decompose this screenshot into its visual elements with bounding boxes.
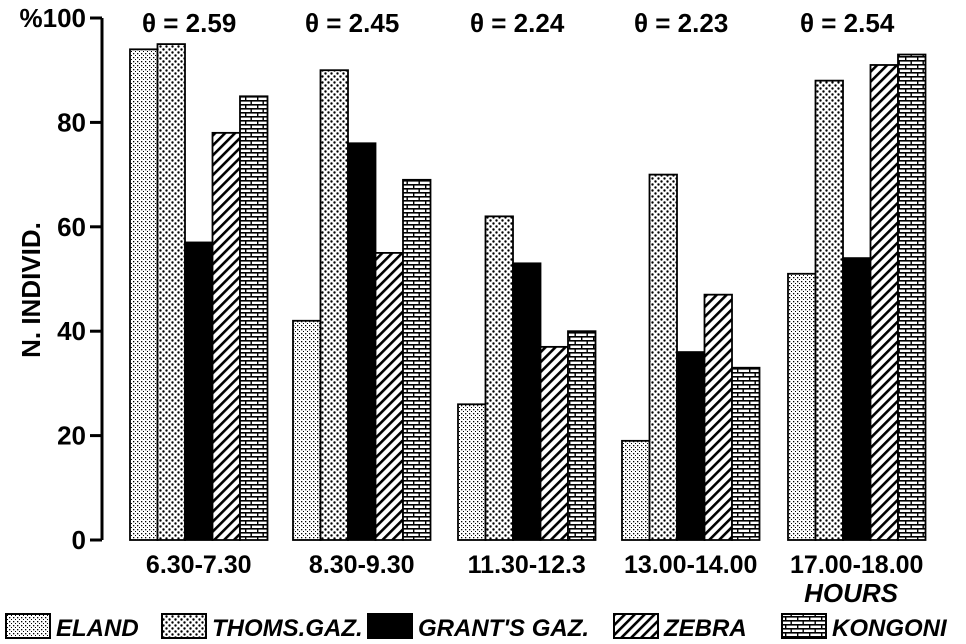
bar-grant-s-gaz--4 — [842, 257, 872, 541]
legend-label: ZEBRA — [663, 615, 747, 642]
y-axis-label: N. INDIVID. — [16, 222, 46, 358]
bar-grant-s-gaz--0 — [184, 241, 214, 541]
bar-zebra-1 — [374, 251, 404, 541]
bar-kongoni-2 — [567, 330, 597, 541]
bar-thoms-gaz--3 — [648, 173, 678, 541]
bar-kongoni-3 — [731, 366, 761, 541]
legend-label: THOMS.GAZ. — [212, 615, 363, 642]
legend-swatch — [161, 613, 207, 639]
legend: ELAND THOMS.GAZ. GRANT'S GAZ. ZEBRA KONGONI — [5, 613, 948, 642]
theta-annotation: θ = 2.24 — [470, 8, 565, 38]
bar-zebra-3 — [703, 293, 733, 541]
x-category-label: 6.30-7.30 — [146, 551, 252, 579]
bar-eland-2 — [457, 403, 487, 541]
legend-swatch — [613, 613, 659, 639]
bar-zebra-0 — [211, 131, 241, 541]
bar-kongoni-1 — [402, 178, 432, 541]
bar-eland-3 — [621, 439, 651, 541]
bar-zebra-2 — [539, 345, 569, 541]
theta-annotation: θ = 2.54 — [800, 8, 895, 38]
x-category-label: 11.30-12.3 — [468, 551, 586, 579]
theta-annotation: θ = 2.23 — [634, 8, 728, 38]
bar-grant-s-gaz--3 — [676, 351, 706, 541]
bar-eland-1 — [292, 319, 322, 541]
y-tick-label: %100 — [20, 3, 87, 33]
x-category-label: 8.30-9.30 — [309, 551, 415, 579]
axes — [90, 16, 104, 542]
theta-annotation: θ = 2.45 — [305, 8, 399, 38]
bar-grant-s-gaz--1 — [347, 142, 377, 541]
y-tick-label: 80 — [57, 107, 86, 137]
y-tick-label: 60 — [57, 212, 86, 242]
legend-swatch — [781, 613, 827, 639]
x-axis-label: HOURS — [804, 578, 899, 608]
y-tick-label: 0 — [72, 525, 86, 555]
bar-grant-s-gaz--2 — [512, 262, 542, 541]
bar-kongoni-4 — [897, 53, 927, 541]
y-tick-label: 40 — [57, 316, 86, 346]
legend-swatch — [367, 613, 413, 639]
labels: 0 20 40 60 80 %100 N. INDIVID. 6.30-7.30 θ = 2.5… — [16, 3, 923, 608]
bar-thoms-gaz--2 — [484, 215, 514, 541]
x-category-label: 17.00-18.00 — [790, 551, 923, 579]
bars — [129, 43, 927, 541]
bar-thoms-gaz--1 — [319, 69, 349, 541]
legend-swatch — [5, 613, 51, 639]
x-category-label: 13.00-14.00 — [624, 551, 757, 579]
bar-eland-0 — [129, 48, 159, 541]
bar-thoms-gaz--0 — [156, 43, 186, 541]
legend-label: ELAND — [56, 615, 139, 642]
bar-thoms-gaz--4 — [814, 79, 844, 541]
bar-kongoni-0 — [239, 95, 269, 541]
legend-label: GRANT'S GAZ. — [418, 615, 589, 642]
bar-zebra-4 — [869, 64, 899, 541]
bar-eland-4 — [787, 272, 817, 541]
legend-label: KONGONI — [832, 615, 948, 642]
theta-annotation: θ = 2.59 — [142, 8, 236, 38]
y-tick-label: 20 — [57, 421, 86, 451]
